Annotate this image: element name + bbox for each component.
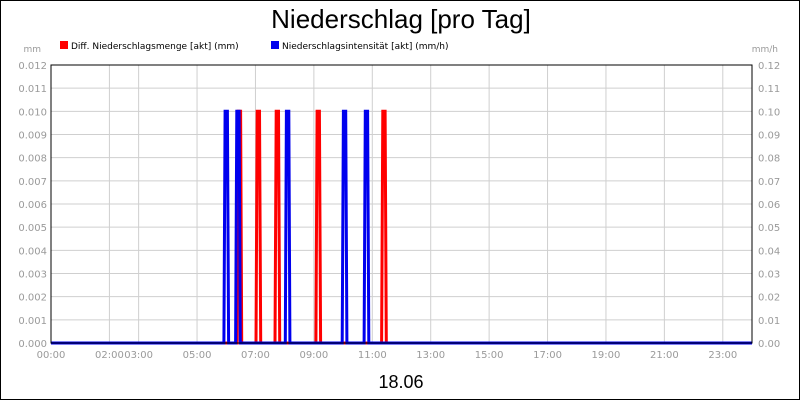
y-left-tick-label: 0.007 [18, 177, 47, 188]
y-left-tick-label: 0.005 [18, 223, 47, 234]
y-left-tick-label: 0.006 [18, 200, 47, 211]
x-tick-label: 02:00 [95, 350, 124, 361]
x-tick-label: 15:00 [475, 350, 504, 361]
plot-area-border [50, 64, 753, 344]
y-right-tick-label: 0.10 [758, 107, 780, 118]
x-tick-label: 13:00 [416, 350, 445, 361]
y-right-tick-label: 0.11 [758, 84, 780, 95]
x-tick-label: 19:00 [592, 350, 621, 361]
y-left-tick-label: 0.011 [18, 84, 47, 95]
series-layer [51, 109, 752, 345]
y-right-tick-label: 0.03 [758, 270, 780, 281]
y-axis-left: 0.000 0.001 0.002 0.003 0.004 0.005 0.006 0.007… [18, 61, 47, 350]
y-axis-right: 0.00 0.01 0.02 0.03 0.04 0.05 0.06 0.07 0.08 0.09… [758, 61, 780, 350]
series-line-precip-intensity [51, 109, 752, 345]
y-right-tick-label: 0.00 [758, 339, 780, 350]
x-tick-label: 09:00 [299, 350, 328, 361]
left-axis-unit: mm [23, 45, 41, 55]
legend-label-precip-amount: Diff. Niederschlagsmenge [akt] (mm) [71, 42, 239, 52]
y-left-tick-label: 0.003 [18, 270, 47, 281]
legend: Diff. Niederschlagsmenge [akt] (mm) Nied… [60, 41, 449, 52]
y-right-tick-label: 0.02 [758, 293, 780, 304]
y-left-tick-label: 0.002 [18, 293, 47, 304]
x-tick-label: 07:00 [241, 350, 270, 361]
x-tick-label: 21:00 [650, 350, 679, 361]
x-axis: 00:00 02:00 03:00 05:00 07:00 09:00 11:00 13:00… [37, 350, 738, 361]
y-left-tick-label: 0.000 [18, 339, 47, 350]
x-tick-label: 11:00 [358, 350, 387, 361]
y-left-tick-label: 0.010 [18, 107, 47, 118]
y-left-tick-label: 0.001 [18, 316, 47, 327]
grid [50, 64, 752, 344]
legend-swatch-blue [271, 41, 279, 49]
x-tick-label: 23:00 [708, 350, 737, 361]
legend-swatch-red [60, 41, 68, 49]
y-right-tick-label: 0.04 [758, 246, 780, 257]
legend-label-precip-intensity: Niederschlagsintensität [akt] (mm/h) [282, 42, 449, 52]
y-left-tick-label: 0.012 [18, 61, 47, 72]
x-tick-label: 17:00 [533, 350, 562, 361]
right-axis-unit: mm/h [752, 45, 778, 55]
x-tick-label: 03:00 [124, 350, 153, 361]
chart-title: Niederschlag [pro Tag] [271, 4, 531, 34]
y-left-tick-label: 0.008 [18, 154, 47, 165]
y-right-tick-label: 0.12 [758, 61, 780, 72]
y-left-tick-label: 0.009 [18, 131, 47, 142]
y-right-tick-label: 0.05 [758, 223, 780, 234]
date-label: 18.06 [378, 372, 423, 392]
y-right-tick-label: 0.01 [758, 316, 780, 327]
y-right-tick-label: 0.09 [758, 131, 780, 142]
x-tick-label: 00:00 [37, 350, 66, 361]
y-left-tick-label: 0.004 [18, 246, 47, 257]
y-right-tick-label: 0.06 [758, 200, 780, 211]
x-tick-label: 05:00 [183, 350, 212, 361]
y-right-tick-label: 0.07 [758, 177, 780, 188]
y-right-tick-label: 0.08 [758, 154, 780, 165]
